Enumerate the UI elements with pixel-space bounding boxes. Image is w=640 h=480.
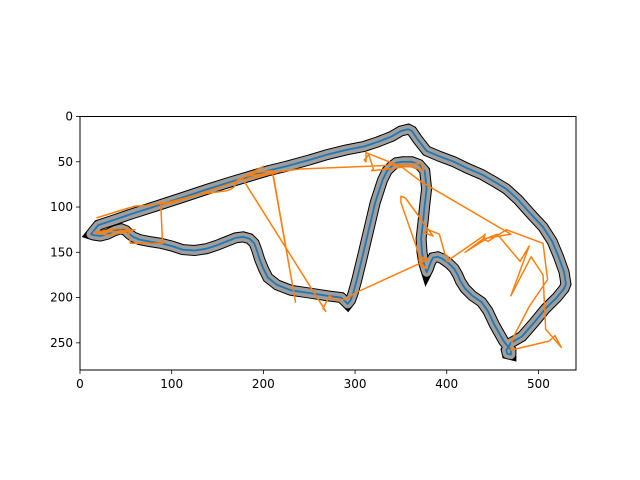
x-tick-label: 400 bbox=[435, 377, 458, 391]
y-tick-label: 250 bbox=[50, 336, 73, 350]
series-track-boundary bbox=[90, 128, 567, 356]
x-tick-label: 0 bbox=[76, 377, 84, 391]
y-tick-label: 200 bbox=[50, 291, 73, 305]
x-tick-label: 500 bbox=[527, 377, 550, 391]
x-tick-label: 200 bbox=[252, 377, 275, 391]
plot-area bbox=[81, 123, 572, 362]
axis-ticks: 0 100 200 300 400 500 0 50 100 150 200 250 bbox=[50, 110, 550, 392]
y-tick-label: 0 bbox=[65, 110, 73, 124]
y-tick-label: 100 bbox=[50, 200, 73, 214]
x-tick-label: 300 bbox=[344, 377, 367, 391]
x-tick-label: 100 bbox=[160, 377, 183, 391]
y-tick-label: 150 bbox=[50, 245, 73, 259]
axes-frame bbox=[79, 116, 577, 371]
series-trajectory bbox=[93, 151, 563, 351]
y-tick-label: 50 bbox=[58, 155, 73, 169]
